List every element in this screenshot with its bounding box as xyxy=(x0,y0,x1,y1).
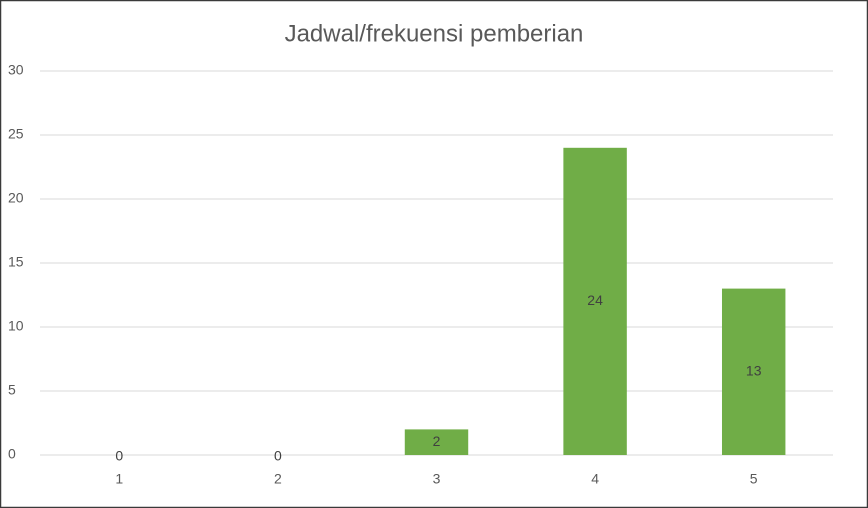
x-tick-label: 5 xyxy=(750,471,758,487)
x-tick-label: 4 xyxy=(591,471,599,487)
data-label: 0 xyxy=(274,448,282,464)
x-tick-label: 2 xyxy=(274,471,282,487)
bar xyxy=(721,288,786,455)
y-tick-label: 20 xyxy=(8,190,24,206)
y-tick-label: 30 xyxy=(8,62,24,78)
bar xyxy=(404,429,469,455)
x-tick-label: 1 xyxy=(115,471,123,487)
data-label: 13 xyxy=(746,363,762,379)
y-tick-label: 10 xyxy=(8,318,24,334)
x-tick-label: 3 xyxy=(433,471,441,487)
data-label: 0 xyxy=(115,448,123,464)
y-tick-label: 25 xyxy=(8,126,24,142)
chart-title: Jadwal/frekuensi pemberian xyxy=(285,20,584,47)
data-label: 24 xyxy=(587,292,603,308)
y-tick-label: 0 xyxy=(8,446,16,462)
bar xyxy=(563,147,627,456)
data-label: 2 xyxy=(433,433,441,449)
y-tick-label: 5 xyxy=(8,382,16,398)
y-tick-label: 15 xyxy=(8,254,24,270)
